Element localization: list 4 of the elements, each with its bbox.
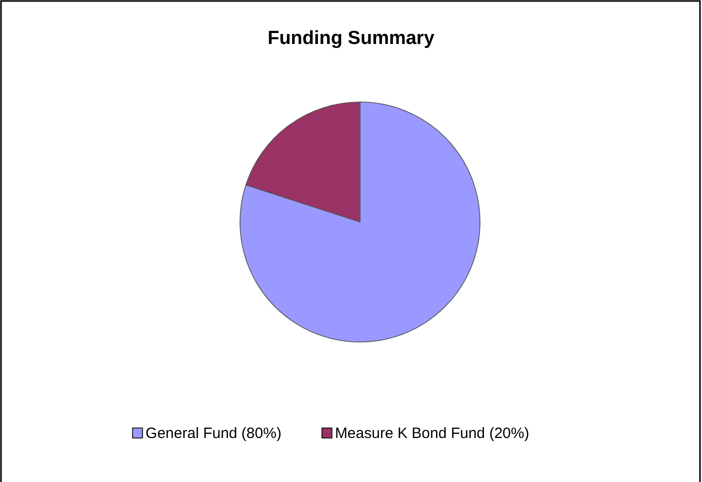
pie-slice: [240, 102, 480, 342]
legend-label: General Fund (80%): [146, 425, 282, 442]
legend-label: Measure K Bond Fund (20%): [334, 425, 530, 442]
chart-title: Funding Summary: [268, 28, 435, 49]
